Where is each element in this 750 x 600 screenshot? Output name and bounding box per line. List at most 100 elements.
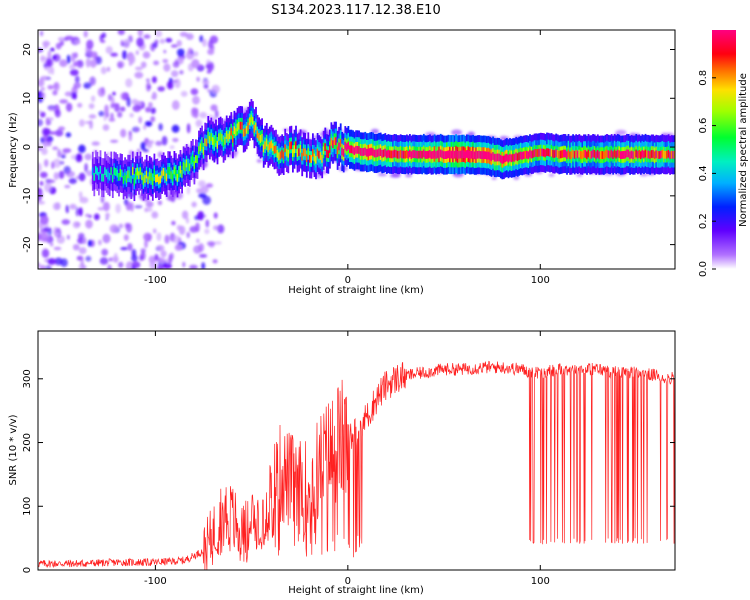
ridge-cell	[478, 150, 481, 159]
ridge-cell	[233, 126, 236, 135]
noise-blob	[174, 78, 181, 89]
noise-blob	[47, 117, 54, 121]
ridge-cell	[655, 150, 658, 159]
ridge-cell	[459, 150, 462, 159]
ridge-cell	[570, 151, 573, 159]
ridge-cell	[150, 173, 153, 181]
noise-blob	[55, 42, 62, 50]
noise-blob	[126, 97, 131, 107]
ridge-cell	[402, 150, 405, 159]
ridge-cell	[530, 150, 533, 159]
noise-blob	[84, 153, 93, 161]
noise-blob	[38, 147, 43, 151]
noise-blob	[77, 102, 83, 108]
ridge-cell	[318, 150, 320, 159]
noise-blob	[123, 39, 130, 49]
ridge-cell	[399, 149, 402, 158]
noise-blob	[44, 182, 52, 193]
noise-blob	[172, 61, 180, 68]
ridge-cell	[632, 151, 635, 160]
ridge-cell	[350, 145, 353, 154]
ridge-cell	[567, 149, 570, 158]
snr-series-line	[38, 360, 675, 570]
ridge-cell	[418, 150, 421, 159]
ridge-cell	[407, 151, 410, 159]
ridge-cell	[238, 121, 240, 130]
noise-blob	[108, 94, 112, 101]
ridge-cell	[212, 137, 214, 145]
ridge-cell	[624, 150, 627, 159]
noise-blob	[152, 228, 157, 234]
noise-blob	[151, 211, 159, 219]
ridge-cell	[509, 153, 511, 162]
noise-blob	[206, 183, 213, 188]
ridge-cell	[586, 151, 588, 160]
ridge-cell	[205, 138, 208, 147]
ridge-cell	[393, 149, 396, 158]
ridge-cell	[513, 153, 516, 162]
ridge-cell	[462, 150, 465, 159]
ridge-cell	[515, 152, 518, 161]
noise-blob	[154, 39, 159, 45]
ridge-cell	[127, 170, 130, 179]
noise-blob	[100, 195, 105, 204]
ridge-cell	[441, 150, 444, 159]
ridge-cell	[581, 151, 584, 160]
ridge-cell	[239, 121, 242, 130]
noise-blob	[207, 89, 211, 93]
ridge-cell	[133, 177, 136, 186]
noise-blob	[110, 139, 119, 143]
noise-blob	[157, 86, 165, 92]
noise-blob	[156, 245, 165, 252]
ridge-cell	[493, 153, 496, 162]
ridge-cell	[636, 150, 639, 159]
ridge-cell	[412, 150, 414, 158]
ridge-cell	[660, 150, 662, 159]
noise-blob	[83, 82, 92, 89]
noise-blob	[106, 66, 111, 72]
ridge-cell	[153, 169, 156, 177]
noise-blob	[38, 162, 42, 173]
noise-blob	[61, 219, 71, 225]
ridge-cell	[301, 152, 304, 161]
ridge-cell	[395, 149, 397, 158]
ridge-cell	[523, 151, 525, 160]
ridge-cell	[486, 151, 488, 160]
y-tick-label: 0	[22, 567, 33, 573]
ridge-cell	[241, 121, 243, 130]
noise-blob	[60, 154, 66, 159]
ridge-cell	[541, 148, 544, 157]
noise-blob	[191, 59, 200, 69]
noise-blob	[144, 239, 148, 249]
ridge-cell	[458, 150, 461, 159]
ridge-cell	[389, 150, 391, 159]
noise-blob	[160, 250, 167, 258]
ridge-cell	[322, 146, 325, 155]
snr-panel: -100 0 100 0 100 200 300 Height of straight li…	[8, 330, 676, 596]
ridge-cell	[142, 177, 145, 185]
noise-blob	[199, 254, 208, 258]
ridge-cell	[506, 153, 508, 162]
noise-blob	[491, 177, 497, 180]
ridge-cell	[222, 139, 225, 148]
ridge-cell	[336, 146, 339, 155]
noise-blob	[52, 90, 58, 96]
x-tick-label: 100	[531, 275, 550, 286]
ridge-cell	[327, 150, 330, 159]
noise-blob	[156, 232, 162, 242]
ridge-cell	[484, 151, 487, 160]
ridge-cell	[111, 174, 114, 183]
ridge-cell	[216, 140, 219, 149]
ridge-cell	[349, 145, 351, 154]
ridge-cell	[538, 148, 541, 157]
ridge-cell	[202, 146, 205, 155]
noise-blob	[140, 61, 147, 69]
ridge-cell	[384, 148, 387, 157]
ridge-cell	[510, 154, 513, 163]
noise-blob	[143, 148, 149, 153]
ridge-cell	[147, 176, 150, 185]
noise-blob	[51, 66, 55, 75]
noise-blob	[69, 64, 76, 70]
noise-blob	[38, 262, 41, 268]
ridge-cell	[621, 151, 624, 159]
